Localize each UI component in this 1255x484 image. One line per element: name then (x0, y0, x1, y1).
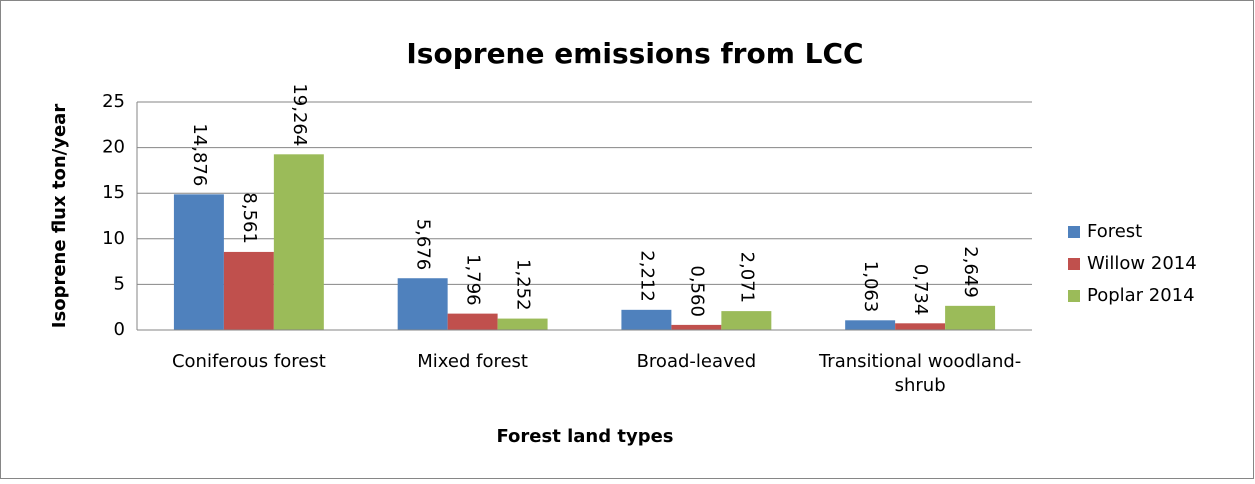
bar (497, 318, 548, 330)
x-tick-label-box: Mixed forest (417, 351, 528, 372)
bar (223, 251, 274, 330)
y-tick-label: 15 (102, 182, 125, 203)
legend-label: Forest (1087, 221, 1142, 242)
value-label: 19,264 (289, 83, 310, 146)
bar (447, 313, 498, 330)
value-label: 1,063 (860, 261, 881, 313)
value-label: 0,560 (686, 265, 707, 317)
x-tick-label-box: Transitional woodland-shrub (818, 351, 1022, 396)
bar (671, 324, 722, 330)
legend-swatch (1068, 226, 1080, 238)
bar (397, 278, 448, 330)
value-label: 2,071 (736, 252, 757, 304)
x-axis-title: Forest land types (496, 426, 673, 447)
bar (173, 194, 224, 330)
bar (845, 320, 896, 330)
x-tick-label: Transitional woodland-shrub (818, 351, 1022, 396)
bar (273, 154, 324, 330)
value-label: 1,796 (463, 254, 484, 306)
y-tick-label: 10 (102, 228, 125, 249)
y-tick-label: 20 (102, 137, 125, 158)
value-label: 14,876 (189, 123, 210, 186)
x-tick-label-box: Coniferous forest (171, 351, 326, 372)
legend-label: Willow 2014 (1087, 253, 1197, 274)
x-tick-label: Coniferous forest (171, 351, 326, 372)
bar (895, 323, 946, 330)
value-label: 2,649 (960, 246, 981, 298)
value-label: 1,252 (513, 259, 534, 311)
x-tick-label-box: Broad-leaved (636, 351, 757, 372)
chart-title: Isoprene emissions from LCC (406, 37, 863, 70)
value-label: 8,561 (239, 192, 260, 244)
y-tick-label: 5 (114, 273, 125, 294)
bar (621, 309, 672, 330)
y-tick-label: 0 (114, 319, 125, 340)
bar (721, 311, 772, 330)
bar (945, 305, 996, 330)
value-label: 2,212 (636, 250, 657, 302)
x-tick-label: Mixed forest (417, 351, 528, 372)
value-label: 0,734 (910, 264, 931, 316)
value-label: 5,676 (413, 219, 434, 271)
legend-label: Poplar 2014 (1087, 285, 1195, 306)
legend-swatch (1068, 258, 1080, 270)
legend-swatch (1068, 290, 1080, 302)
y-axis-title: Isoprene flux ton/year (49, 104, 70, 329)
y-tick-label: 25 (102, 91, 125, 112)
x-tick-label: Broad-leaved (636, 351, 757, 372)
